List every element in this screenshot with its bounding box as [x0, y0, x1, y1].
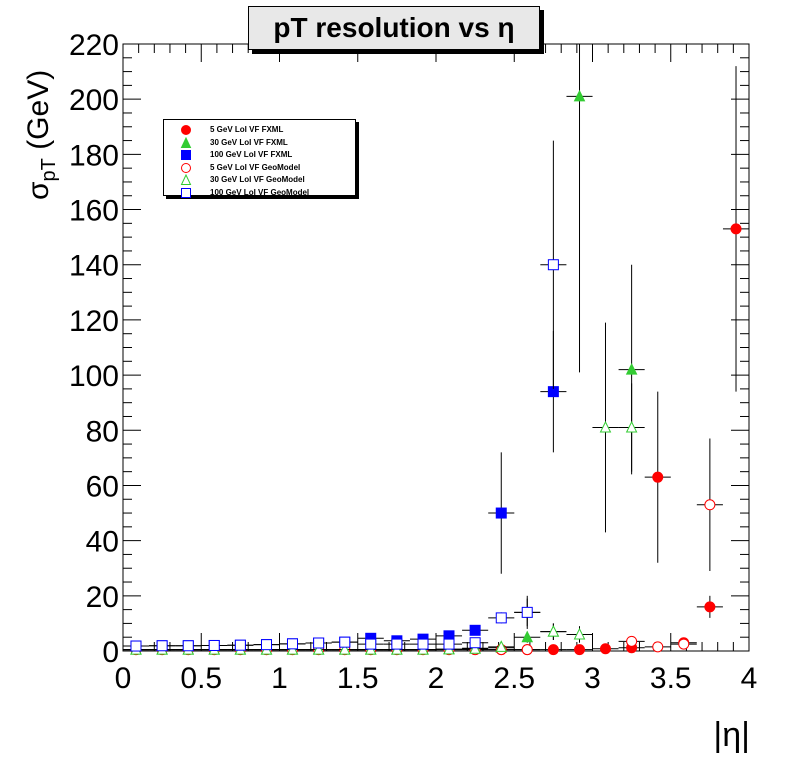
data-point [574, 644, 586, 656]
data-point [443, 638, 455, 650]
data-point [469, 624, 481, 636]
data-point [573, 627, 586, 640]
y-tick-label: 180 [69, 139, 119, 172]
data-point [625, 420, 638, 433]
chart-title-text: pT resolution vs η [273, 12, 515, 43]
y-tick-label: 160 [69, 195, 119, 228]
data-point [261, 639, 273, 651]
data-point [521, 644, 533, 656]
y-axis-label-sigma: σ [22, 181, 55, 200]
data-point [652, 471, 664, 483]
data-point [182, 640, 194, 652]
data-point [521, 630, 534, 643]
legend-marker [181, 150, 191, 160]
y-tick-label: 80 [86, 415, 119, 448]
chart-title: pT resolution vs η [248, 6, 540, 50]
legend-entry: 100 GeV LoI VF FXML [164, 148, 354, 161]
data-point [365, 638, 377, 650]
data-point [573, 89, 586, 102]
x-tick-label: 0.5 [180, 662, 222, 695]
y-tick-label: 20 [86, 581, 119, 614]
data-point [417, 638, 429, 650]
legend-marker [181, 125, 191, 135]
data-point [652, 641, 664, 653]
x-tick-label: 3 [584, 662, 601, 695]
legend-entry: 30 GeV LoI VF FXML [164, 136, 354, 149]
data-point [391, 638, 403, 650]
y-tick-label: 100 [69, 360, 119, 393]
y-tick-label: 60 [86, 470, 119, 503]
data-point [495, 612, 507, 624]
data-point [547, 625, 560, 637]
legend-label: 5 GeV LoI VF FXML [210, 125, 284, 134]
legend-label: 100 GeV LoI VF FXML [210, 150, 293, 159]
data-point [678, 638, 690, 650]
legend-marker [180, 174, 192, 185]
data-point [495, 640, 508, 652]
data-point [156, 640, 168, 652]
y-tick-label: 220 [69, 29, 119, 62]
data-point [599, 420, 612, 433]
legend-entry: 5 GeV LoI VF FXML [164, 123, 354, 136]
data-point [625, 362, 638, 375]
data-point [599, 643, 611, 655]
data-point [495, 507, 507, 519]
y-tick-label: 40 [86, 526, 119, 559]
data-point [312, 643, 325, 655]
y-tick-label: 200 [69, 84, 119, 117]
legend-marker [181, 162, 191, 173]
x-tick-label: 2.5 [493, 662, 535, 695]
data-point [130, 640, 142, 652]
legend-entry: 100 GeV LoI VF GeoModel [164, 186, 354, 199]
x-axis-label: |η| [713, 716, 750, 754]
x-tick-label: 1 [271, 662, 288, 695]
y-axis-label-unit: (GeV) [22, 69, 55, 159]
data-point [704, 499, 716, 511]
legend-label: 30 GeV LoI VF GeoModel [210, 175, 305, 184]
legend-label: 100 GeV LoI VF GeoModel [210, 187, 310, 197]
data-point [521, 606, 533, 618]
legend-marker [180, 136, 192, 148]
data-point [730, 223, 742, 235]
chart-legend: 5 GeV LoI VF FXML 30 GeV LoI VF FXML 100 G… [163, 119, 356, 199]
data-point [547, 644, 559, 656]
y-tick-label: 120 [69, 305, 119, 338]
y-axis-label: σpT (GeV) [22, 70, 61, 200]
y-tick-label: 140 [69, 250, 119, 283]
data-point [234, 639, 246, 651]
legend-label: 5 GeV LoI VF GeoModel [210, 162, 301, 172]
data-point [469, 637, 481, 649]
data-point [339, 636, 351, 648]
legend-entry: 30 GeV LoI VF GeoModel [164, 173, 354, 186]
data-point [547, 259, 559, 271]
data-point [469, 642, 481, 654]
x-tick-label: 1.5 [337, 662, 379, 695]
x-tick-label: 4 [741, 662, 758, 695]
x-tick-label: 3.5 [650, 662, 692, 695]
legend-entry: 5 GeV LoI VF GeoModel [164, 161, 354, 174]
y-tick-label: 0 [102, 636, 119, 669]
data-point [208, 639, 220, 651]
data-point [286, 638, 298, 650]
data-point [313, 637, 325, 649]
data-point [338, 643, 351, 655]
y-axis-label-subscript: pT [38, 158, 60, 182]
data-point [704, 601, 716, 613]
legend-marker [181, 187, 191, 198]
x-tick-label: 2 [428, 662, 445, 695]
data-point [626, 635, 638, 647]
legend-label: 30 GeV LoI VF FXML [210, 137, 288, 147]
x-tick-label: 0 [115, 662, 132, 695]
